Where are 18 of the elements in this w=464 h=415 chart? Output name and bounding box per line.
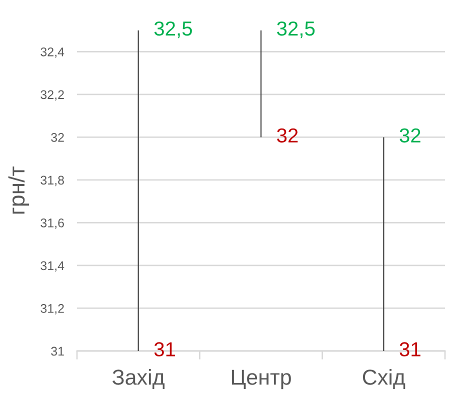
y-tick-label: 31,8 (40, 176, 64, 186)
y-tick-label: 31 (51, 346, 64, 356)
annotation: 31 (400, 342, 420, 356)
annotation: 32 (400, 128, 420, 143)
y-tick-label: 32,4 (40, 47, 64, 58)
annotation: 32,5 (154, 21, 192, 38)
x-tick-label: Схід (362, 369, 406, 389)
annotation: 32,5 (277, 21, 315, 38)
y-tick-label: 32,2 (40, 90, 64, 101)
annotation: 32 (277, 128, 298, 143)
y-tick-label: 31,2 (40, 304, 64, 314)
y-axis-title: грн/т (8, 166, 30, 214)
annotation: 31 (154, 342, 176, 356)
y-tick-label: 31,6 (40, 218, 64, 229)
x-tick-label: Захід (112, 369, 165, 389)
y-tick-label: 32 (51, 133, 64, 142)
y-tick-label: 31,4 (40, 261, 64, 272)
x-tick-label: Центр (232, 370, 291, 390)
